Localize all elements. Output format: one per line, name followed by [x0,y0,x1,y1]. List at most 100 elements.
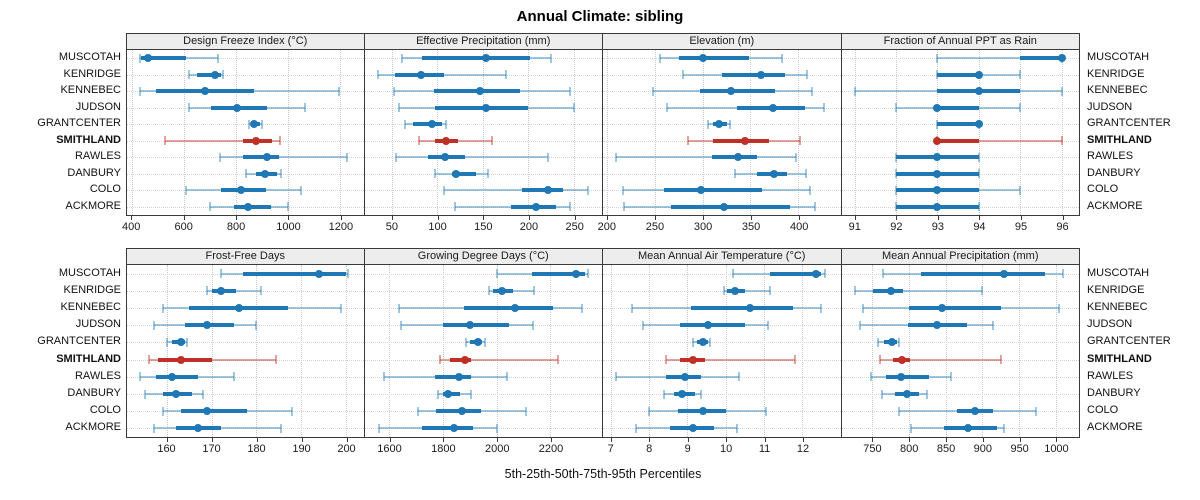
station-label-rawles: RAWLES [1087,150,1134,163]
range-cap [699,389,702,399]
climate-trellis-figure: Annual Climate: sibling MUSCOTAH KENRIDGE… [37,8,1200,481]
station-label-column: MUSCOTAH KENRIDGE KENNEBEC JUDSON GRANTCENTE… [1087,264,1200,436]
range-cap [404,119,407,129]
axis-tick-label: 96 [1056,221,1069,233]
interquartile-bar [158,357,212,362]
range-cap [642,320,645,330]
median-dot [544,186,553,195]
range-cap [148,355,151,365]
median-dot [263,153,272,162]
panel-header-fraction-of-annual-ppt-as-rain: Fraction of Annual PPT as Rain [841,34,1079,50]
median-dot [974,120,983,129]
axis-tick [256,438,258,442]
axis-tick-label: 1600 [377,443,402,455]
range-cap [470,389,473,399]
interquartile-bar [769,271,822,276]
range-cap [434,169,437,179]
axis-tick-label: 170 [202,443,221,455]
axis-tick [183,216,185,220]
axis-tick-label: 750 [863,443,882,455]
interquartile-bar [234,204,272,209]
range-cap [622,185,625,195]
x-axis-growing-degree-days-c: 1600 1800 2000 2200 [365,438,604,457]
station-label-muscotah: MUSCOTAH [1087,51,1150,64]
row-gridline [127,394,364,396]
label-header-spacer [1087,248,1200,264]
x-axis-effective-precipitation-mm: 50 100 150 200 250 [365,216,604,235]
axis-tick-label: 50 [385,221,399,233]
range-cap [418,136,421,146]
station-row-danbury [127,385,364,402]
median-dot [746,304,755,312]
gridline [982,265,984,437]
range-cap [533,286,536,296]
station-row-colo [603,182,841,199]
axis-tick [346,438,348,442]
axis-tick-label: 11 [758,443,771,455]
axis-tick-label: 7 [607,443,614,455]
range-cap [398,303,401,313]
row-gridline [841,342,1079,344]
station-row-ackmore [127,199,364,216]
range-cap [630,303,633,313]
axis-tick-label: 2200 [538,443,564,455]
range-cap [139,372,142,382]
range-cap [392,86,395,96]
range-cap [416,406,419,416]
interquartile-bar [699,89,776,94]
row-gridline [841,394,1079,396]
station-label-colo: COLO [1087,183,1119,196]
range-cap [569,202,572,212]
station-label-colo: COLO [1087,404,1119,417]
station-row-muscotah [841,265,1079,282]
panel-strip-row-1: Frost-Free Days 160 170 180 190 200 Growing De… [126,248,1080,457]
median-dot [511,304,520,312]
interquartile-bar [691,306,793,310]
range-cap [439,355,442,365]
gridline [610,265,612,437]
gridline [908,265,910,437]
station-label-column: MUSCOTAH KENRIDGE KENNEBEC JUDSON GRANTCENTE… [1087,49,1200,214]
row-gridline [364,190,602,192]
axis-tick [483,216,485,220]
range-cap [436,389,439,399]
interquartile-bar [531,271,586,276]
axis-tick [1019,438,1021,442]
axis-tick-label: 350 [741,221,761,233]
axis-tick [872,438,874,442]
median-dot [970,407,979,416]
row-gridline [364,124,602,126]
station-label-kennebec: KENNEBEC [1087,84,1148,97]
station-label-muscotah: MUSCOTAH [58,51,121,64]
range-cap [377,423,380,433]
median-dot [243,202,252,211]
row-gridline [364,428,602,430]
interquartile-bar [937,122,979,127]
range-cap [895,103,898,113]
station-label-danbury: DANBURY [1087,387,1141,400]
gridline [288,50,290,215]
range-cap [152,423,155,433]
x-axis-design-freeze-index-c: 400 600 800 1000 1200 [122,216,365,235]
range-cap [490,136,493,146]
median-dot [932,321,941,330]
median-dot [416,70,425,79]
gridline [550,265,552,437]
station-row-judson [841,317,1079,334]
row-gridline [127,74,364,76]
station-label-smithland: SMITHLAND [56,352,121,365]
axis-tick [437,216,439,220]
axis-tick-label: 160 [157,443,176,455]
range-cap [722,286,725,296]
median-dot [457,407,466,416]
row-gridline [603,428,841,430]
range-cap [898,406,901,416]
median-dot [757,70,765,79]
station-label-ackmore: ACKMORE [1087,199,1143,212]
station-label-rawles: RAWLES [74,369,121,382]
range-cap [709,337,712,347]
median-dot [770,169,779,178]
station-row-kenridge [364,67,602,84]
range-cap [1034,406,1037,416]
range-cap [732,269,735,279]
